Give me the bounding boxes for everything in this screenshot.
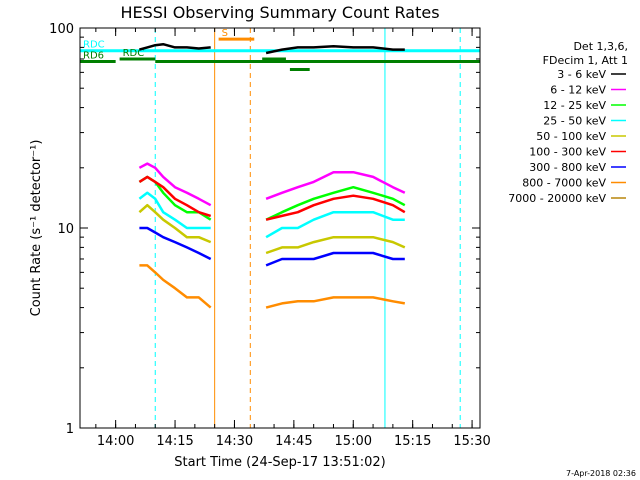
- y-tick-label: 10: [57, 222, 74, 237]
- series-line: [265, 170, 406, 200]
- legend-entry-label: 7000 - 20000 keV: [508, 192, 606, 205]
- x-tick-label: 15:15: [394, 434, 431, 449]
- x-axis-label: Start Time (24-Sep-17 13:51:02): [174, 455, 385, 470]
- series-line: [265, 235, 406, 255]
- flag-bar-label: RD6: [83, 50, 104, 61]
- x-tick-label: 14:45: [275, 434, 312, 449]
- series-line: [265, 194, 406, 221]
- flag-bar-label: S: [222, 28, 228, 39]
- flag-bar-label: RDC: [83, 40, 105, 51]
- legend-entry-label: 800 - 7000 keV: [522, 177, 606, 190]
- x-tick-label: 14:30: [216, 434, 253, 449]
- y-axis: 1 10 100: [49, 22, 480, 437]
- legend: Det 1,3,6,FDecim 1, Att 13 - 6 keV 6 - 12…: [508, 40, 628, 205]
- chart-title: HESSI Observing Summary Count Rates: [120, 3, 439, 22]
- series-line: [265, 210, 405, 239]
- flag-bar-label: RDC: [123, 48, 145, 59]
- series-line: [138, 162, 212, 207]
- series-line: [265, 296, 406, 309]
- y-tick-label: 100: [49, 22, 74, 37]
- series-layer: [138, 42, 406, 309]
- series-line: [138, 191, 211, 230]
- series-line: [265, 45, 405, 55]
- legend-entry-label: 25 - 50 keV: [543, 115, 606, 128]
- legend-title-line: Det 1,3,6,: [573, 40, 628, 53]
- series-line: [265, 185, 406, 221]
- x-tick-label: 15:00: [335, 434, 372, 449]
- series-line: [139, 226, 212, 261]
- vertical-markers: [79, 28, 461, 428]
- x-tick-label: 14:15: [156, 434, 193, 449]
- series-line: [138, 175, 212, 218]
- footer-stamp: 7-Apr-2018 02:36: [566, 469, 636, 478]
- series-line: [138, 203, 212, 244]
- y-axis-label: Count Rate (s⁻¹ detector⁻¹): [29, 140, 44, 317]
- legend-entry-label: 3 - 6 keV: [557, 68, 606, 81]
- legend-title-line: FDecim 1, Att 1: [543, 54, 628, 67]
- x-tick-label: 14:00: [97, 434, 134, 449]
- legend-entry-label: 100 - 300 keV: [529, 146, 606, 159]
- y-tick-label: 1: [66, 422, 74, 437]
- series-line: [265, 251, 405, 267]
- series-line: [139, 264, 212, 309]
- legend-entry-label: 300 - 800 keV: [529, 161, 606, 174]
- legend-entry-label: 6 - 12 keV: [550, 84, 606, 97]
- series-line: [139, 42, 211, 51]
- legend-entry-label: 50 - 100 keV: [536, 130, 606, 143]
- x-axis: 14:00 14:15 14:30 14:45 15:00 15:15 15:30: [95, 28, 491, 449]
- x-tick-label: 15:30: [453, 434, 490, 449]
- legend-entry-label: 12 - 25 keV: [543, 99, 606, 112]
